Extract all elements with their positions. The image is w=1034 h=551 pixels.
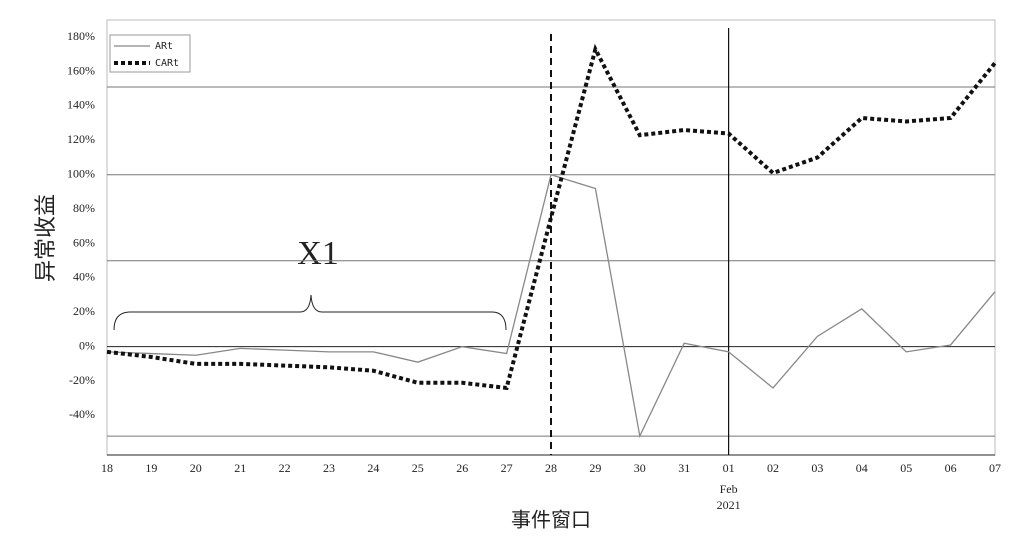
x-tick-label: 07 xyxy=(989,461,1001,475)
x-tick-label: 04 xyxy=(856,461,868,475)
x-tick-label: 01 xyxy=(723,461,735,475)
legend-label: ARt xyxy=(155,41,173,52)
annotation: X1 xyxy=(297,235,339,272)
x-tick-label: 30 xyxy=(634,461,646,475)
y-tick-label: 20% xyxy=(73,304,95,318)
x-tick-label: 21 xyxy=(234,461,246,475)
x-tick-label: 06 xyxy=(945,461,957,475)
y-tick-label: 160% xyxy=(67,63,95,77)
x-tick-label: 29 xyxy=(589,461,601,475)
x-tick-label: 20 xyxy=(190,461,202,475)
x-tick-label: 26 xyxy=(456,461,468,475)
y-tick-label: -40% xyxy=(69,407,95,421)
x-tick-label: 03 xyxy=(811,461,823,475)
x-tick-label: 23 xyxy=(323,461,335,475)
x-tick-label: 05 xyxy=(900,461,912,475)
series-line xyxy=(106,173,996,439)
legend-label: CARt xyxy=(155,58,179,69)
x-tick-label: 31 xyxy=(678,461,690,475)
x-axis-title: 事件窗口 xyxy=(511,509,591,532)
x-tick-label: 19 xyxy=(145,461,157,475)
x-sublabel: Feb xyxy=(720,482,738,496)
y-tick-label: 0% xyxy=(79,338,95,352)
y-tick-label: 40% xyxy=(73,270,95,284)
legend-box xyxy=(109,34,191,73)
x-sublabel: 2021 xyxy=(717,498,741,512)
y-axis-title: 异常收益 xyxy=(33,194,58,282)
x-tick-label: 22 xyxy=(279,461,291,475)
x-tick-label: 18 xyxy=(101,461,113,475)
brace xyxy=(113,294,507,331)
x-tick-label: 25 xyxy=(412,461,424,475)
y-tick-label: 100% xyxy=(67,166,95,180)
y-tick-label: 120% xyxy=(67,132,95,146)
x-tick-label: 24 xyxy=(367,461,379,475)
x-tick-label: 27 xyxy=(501,461,513,475)
x-tick-label: 02 xyxy=(767,461,779,475)
y-tick-label: 60% xyxy=(73,235,95,249)
x-tick-label: 28 xyxy=(545,461,557,475)
y-tick-label: 180% xyxy=(67,29,95,43)
y-tick-label: -20% xyxy=(69,373,95,387)
y-tick-label: 80% xyxy=(73,201,95,215)
y-tick-label: 140% xyxy=(67,98,95,112)
series-line xyxy=(106,43,997,391)
